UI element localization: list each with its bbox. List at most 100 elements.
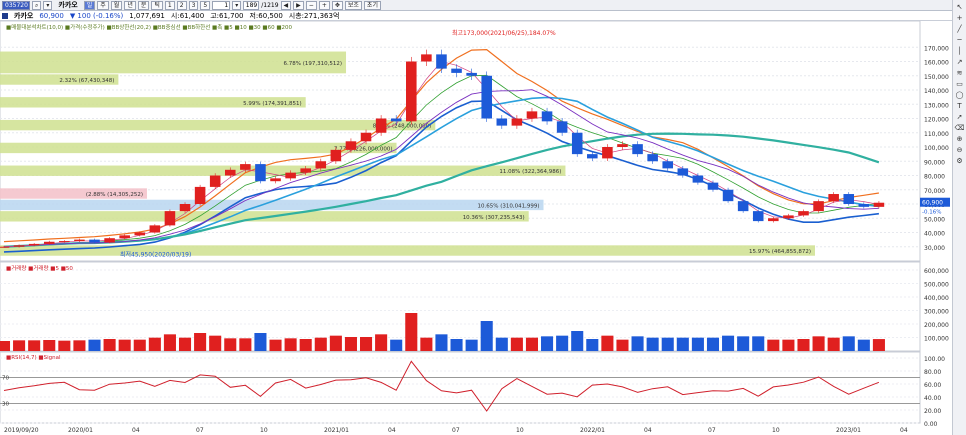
period-year-button[interactable]: 년 [124, 0, 136, 10]
interval-button-1[interactable]: 1 [164, 0, 175, 10]
crosshair-icon[interactable]: + [956, 14, 963, 22]
current-price-label: 60,900 [922, 200, 943, 207]
scroll-right-icon[interactable]: ▶ [293, 0, 304, 10]
candle-body [511, 118, 523, 126]
price-tick-label: 70,000 [924, 188, 945, 195]
volume-profile-bar [0, 97, 306, 108]
text-icon[interactable]: T [957, 102, 962, 110]
volume-profile-label: 5.99% (174,391,851) [243, 101, 302, 107]
candle-body [360, 132, 372, 142]
period-month-button[interactable]: 월 [110, 0, 123, 10]
scroll-left-icon[interactable]: ◀ [280, 0, 292, 10]
hline-icon[interactable]: ─ [957, 36, 962, 44]
volume-profile-bar [0, 74, 119, 85]
info-high: 고:61,700 [210, 11, 244, 20]
interval-input[interactable]: 1 [212, 0, 231, 10]
current-change-label: -0.16% [922, 210, 941, 216]
interval-button-3[interactable]: 3 [188, 0, 199, 10]
price-tick-label: 30,000 [924, 245, 945, 252]
stock-code-input[interactable]: 035720 [2, 0, 30, 10]
candle-body [858, 204, 870, 207]
ellipse-icon[interactable]: ◯ [955, 91, 964, 99]
volume-bar [450, 339, 463, 351]
arrow-icon[interactable]: ➚ [956, 113, 963, 121]
candle-body [873, 202, 885, 207]
volume-bar [842, 336, 855, 351]
move-icon[interactable]: ✥ [331, 0, 343, 10]
x-axis-label: 2020/01 [68, 427, 93, 434]
zoom-out-icon[interactable]: − [305, 0, 317, 10]
interval-button-2[interactable]: 2 [176, 0, 187, 10]
candle-body [0, 246, 10, 248]
eraser-icon[interactable]: ⌫ [954, 124, 965, 132]
info-open: 시:61,400 [170, 11, 205, 20]
zoom-in-icon[interactable]: + [318, 0, 330, 10]
candle-body [692, 175, 704, 183]
candle-body [89, 239, 100, 243]
volume-bar [43, 340, 56, 351]
rsi-panel[interactable]: 100.00 80.00 60.00 40.00 20.00 0.00 70 30 ■RSI(1… [0, 351, 945, 428]
volume-profile-bar [0, 165, 566, 176]
candle-body [134, 232, 146, 236]
volume-bar [194, 333, 207, 351]
candle-body [843, 194, 855, 204]
candle-body [481, 75, 492, 119]
candle-body [375, 118, 387, 133]
volume-bar [178, 337, 192, 351]
rsi-tick-label: 20.00 [924, 408, 941, 415]
volume-bar [420, 337, 433, 351]
x-axis-label: 04 [900, 427, 908, 434]
candle-body [104, 238, 115, 243]
candle-body [330, 149, 342, 162]
settings-icon[interactable]: ⚙ [956, 157, 963, 165]
volume-bar [571, 331, 584, 351]
volume-profile-label: 15.97% (464,855,872) [749, 249, 811, 255]
price-tick-label: 90,000 [924, 159, 945, 166]
volume-bar [360, 337, 373, 351]
chart-area[interactable]: 170,000 160,000 150,000 140,000 130,000 120,0… [0, 21, 952, 435]
price-panel[interactable]: 170,000 160,000 150,000 140,000 130,000 120,0… [0, 21, 950, 262]
period-day-button[interactable]: 일 [83, 0, 96, 10]
interval-button-5[interactable]: 5 [200, 0, 211, 10]
candle-body [798, 211, 809, 216]
x-axis-label: 04 [132, 427, 140, 434]
view-button[interactable]: 보조 [344, 0, 362, 10]
candle-body [451, 68, 462, 73]
rect-icon[interactable]: ▭ [956, 80, 963, 88]
search-icon[interactable]: ⌕ [32, 0, 42, 10]
trend-icon[interactable]: ↗ [956, 58, 963, 66]
volume-bar [148, 337, 161, 351]
period-tick-button[interactable]: 틱 [151, 0, 163, 10]
candle-body [783, 215, 794, 219]
x-axis-label: 2023/01 [836, 427, 861, 434]
x-axis-label: 04 [388, 427, 396, 434]
volume-tick-label: 600,000 [924, 268, 949, 275]
ma200-line [3, 132, 880, 248]
x-axis-label: 07 [708, 427, 716, 434]
volume-bar [631, 336, 644, 351]
bar-count-input[interactable]: 189 [243, 0, 260, 10]
fib-icon[interactable]: ≋ [956, 69, 963, 77]
zoom-out-icon[interactable]: ⊖ [956, 146, 963, 154]
volume-profile-bar [0, 119, 436, 131]
volume-bar [601, 335, 614, 351]
bb-mid-line [3, 74, 879, 248]
x-axis-label: 04 [644, 427, 652, 434]
candle-body [587, 154, 598, 159]
volume-panel[interactable]: 600,000 500,000 400,000 300,000 200,000 100,0… [0, 261, 949, 352]
pointer-icon[interactable]: ↖ [956, 3, 963, 11]
vline-icon[interactable]: │ [957, 47, 962, 55]
dropdown-icon[interactable]: ▾ [43, 0, 53, 10]
volume-bar [269, 339, 282, 351]
line-icon[interactable]: ╱ [957, 25, 962, 33]
volume-profile-label: 8.53% (248,000,000) [373, 124, 432, 130]
candle-body [255, 164, 266, 182]
period-week-button[interactable]: 주 [97, 0, 109, 10]
volume-profile-label: 2.32% (67,430,348) [59, 78, 114, 84]
reset-button[interactable]: 초기 [363, 0, 381, 10]
period-minute-button[interactable]: 분 [137, 0, 150, 10]
volume-bar [616, 339, 629, 351]
zoom-in-icon[interactable]: ⊕ [956, 135, 963, 143]
candle-body [707, 182, 719, 190]
chevron-down-icon[interactable]: ▾ [232, 0, 242, 10]
